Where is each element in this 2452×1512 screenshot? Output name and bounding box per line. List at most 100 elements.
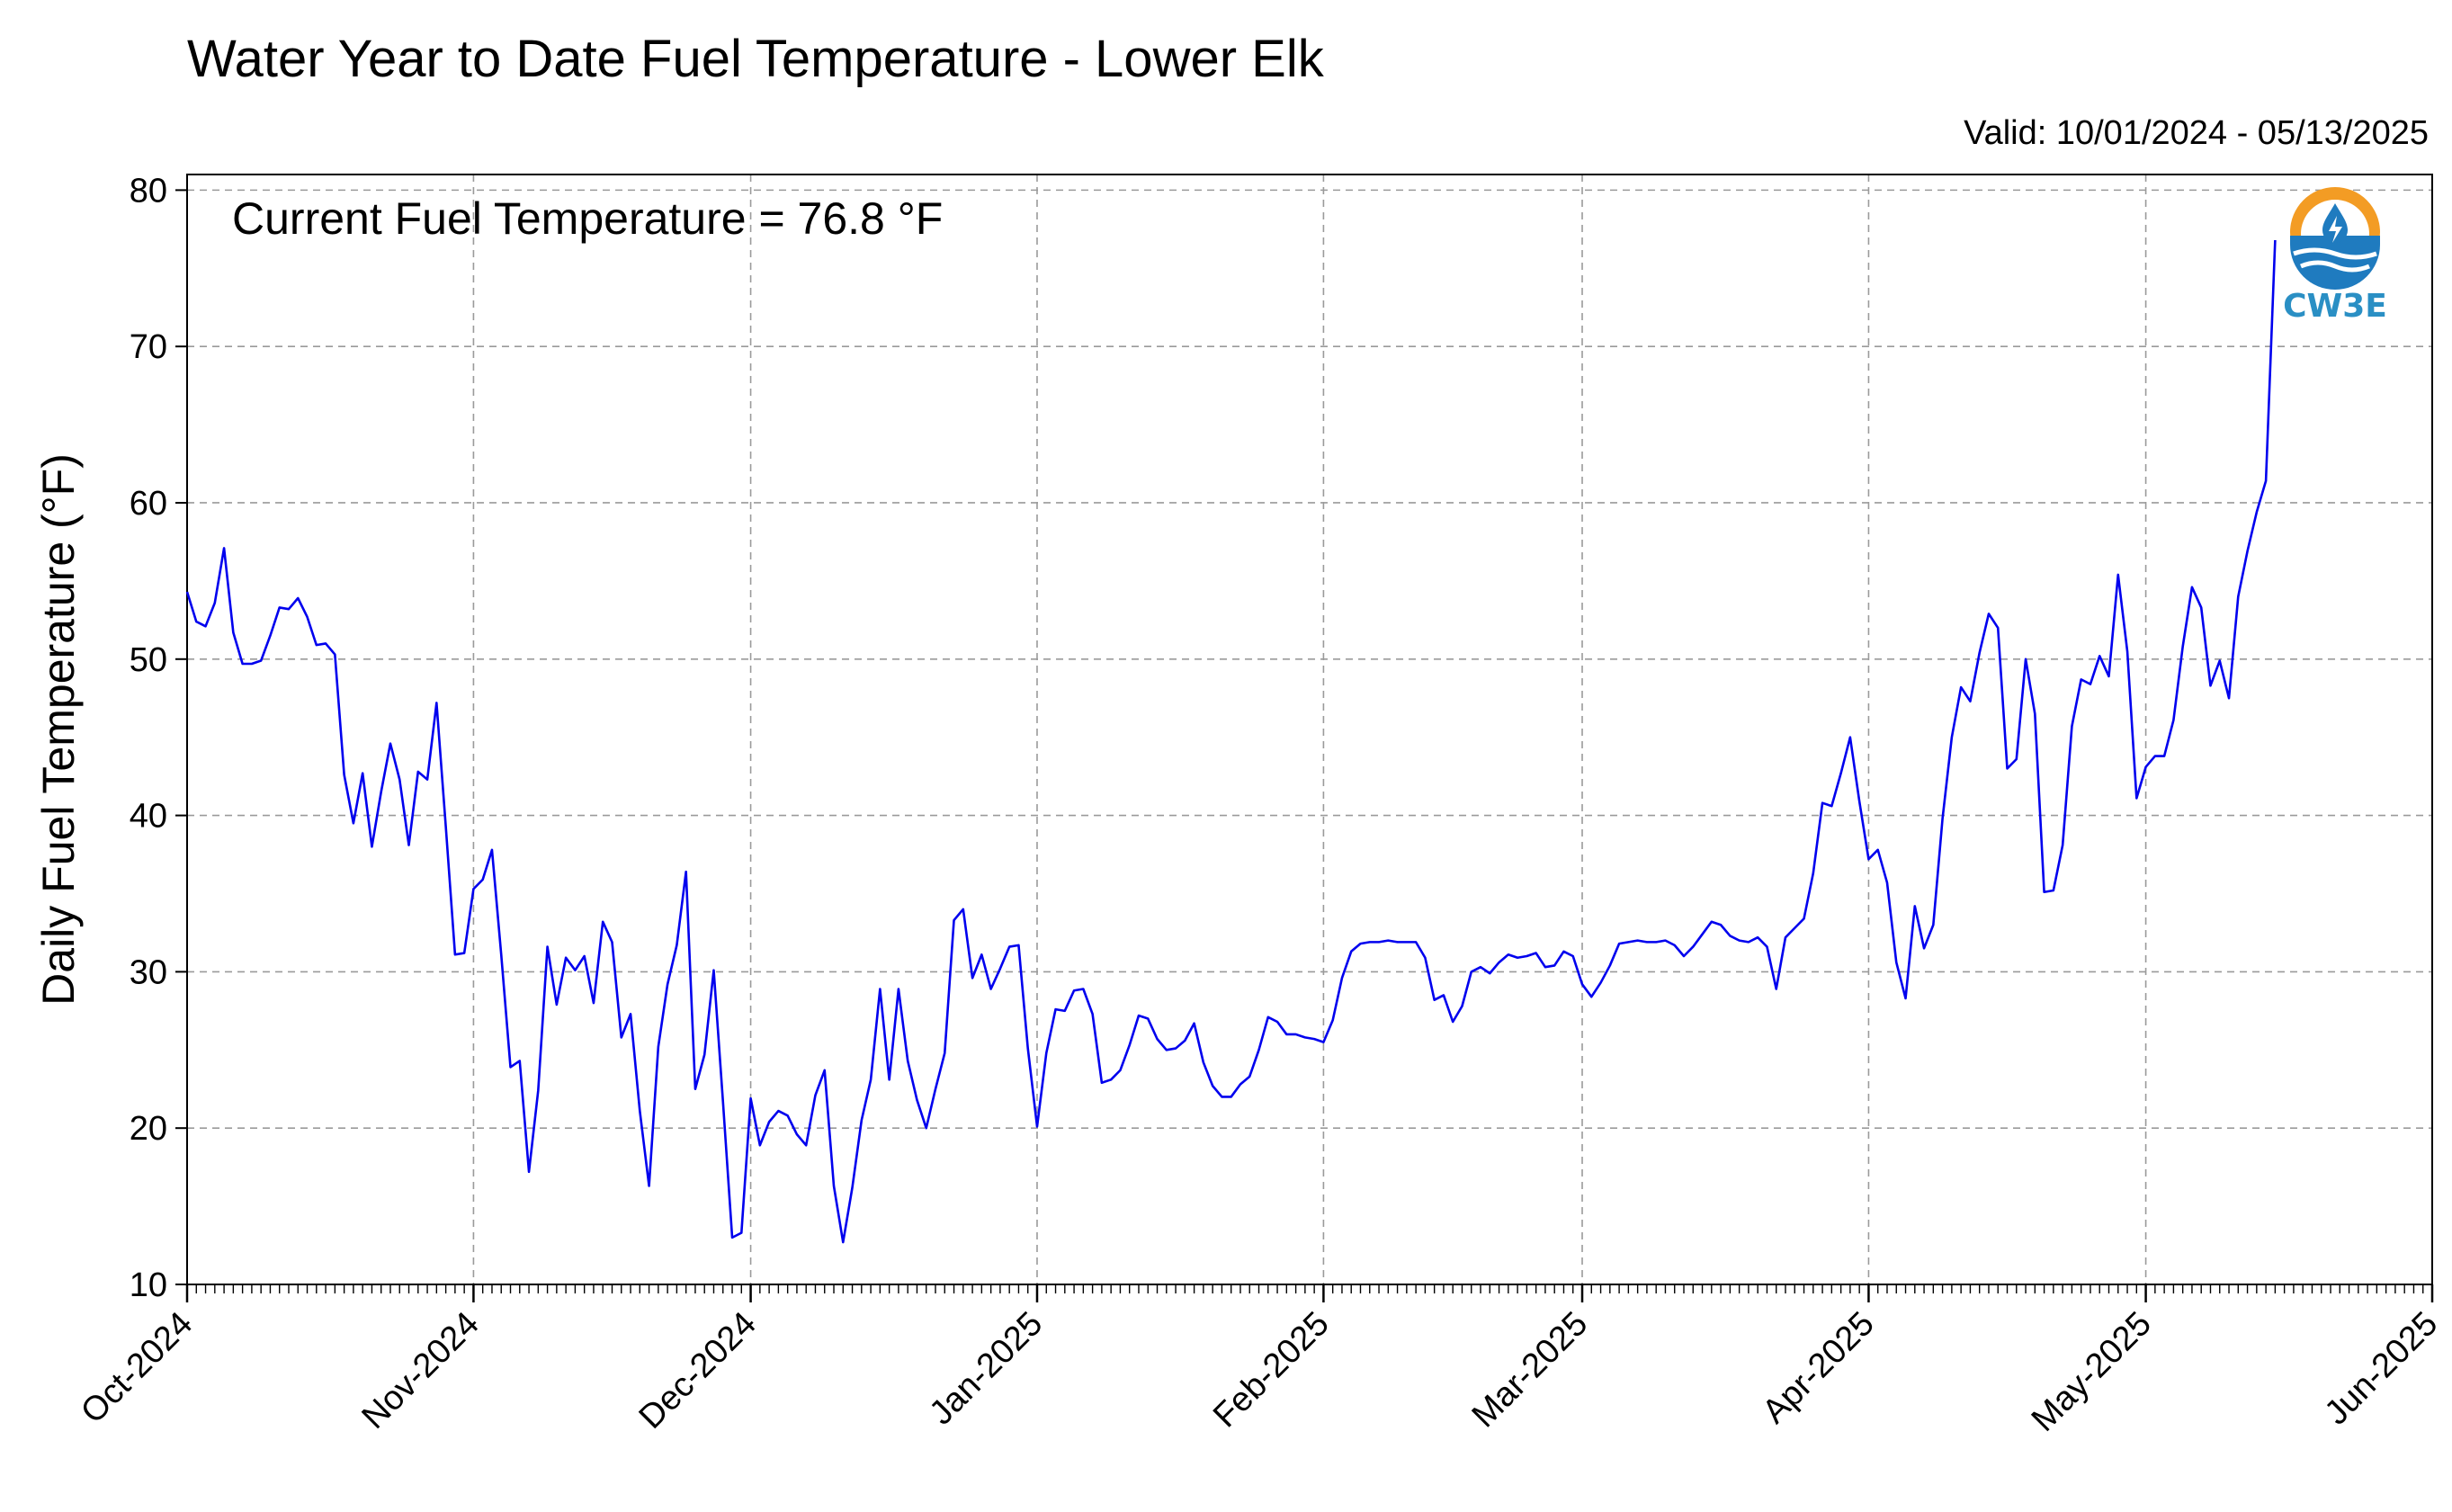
logo-wave-line-2	[2300, 260, 2370, 273]
data-point	[1285, 1033, 1288, 1035]
y-tick-label: 80	[130, 172, 167, 210]
data-point	[1692, 945, 1695, 948]
data-point	[1017, 944, 1020, 946]
data-point	[2135, 797, 2138, 800]
data-point	[278, 606, 281, 609]
x-tick-label: May-2025	[2025, 1305, 2159, 1439]
data-point	[1378, 941, 1381, 944]
data-point	[1738, 939, 1741, 942]
data-point	[1035, 1125, 1038, 1128]
data-point	[1202, 1061, 1204, 1064]
data-point	[528, 1170, 531, 1173]
data-point	[1950, 736, 1953, 738]
data-point	[870, 1078, 873, 1081]
data-point	[1803, 917, 1805, 920]
data-point	[2015, 758, 2018, 761]
data-point	[2190, 586, 2193, 588]
data-point	[325, 642, 327, 645]
data-point	[1045, 1051, 1048, 1054]
data-point	[2181, 645, 2184, 648]
data-point	[1997, 627, 2000, 630]
data-point	[1821, 801, 1824, 804]
data-point	[2043, 890, 2045, 893]
data-point	[1784, 936, 1786, 939]
data-point	[1442, 994, 1445, 997]
data-point	[998, 967, 1001, 970]
x-tick-label: Dec-2024	[632, 1305, 764, 1436]
data-point	[453, 953, 456, 956]
data-point	[2237, 595, 2240, 598]
data-point	[1128, 1044, 1131, 1047]
data-point	[1544, 966, 1546, 969]
data-point	[805, 1144, 808, 1147]
data-point	[435, 702, 438, 704]
data-point	[1664, 939, 1667, 942]
data-point	[1913, 905, 1916, 908]
data-point	[343, 774, 345, 776]
data-point	[2006, 767, 2009, 770]
y-tick-label: 50	[130, 641, 167, 679]
data-point	[232, 631, 235, 634]
data-point	[1710, 920, 1713, 923]
data-point	[2126, 650, 2129, 653]
data-point	[620, 1036, 622, 1039]
data-point	[814, 1094, 817, 1096]
logo-wave-band	[2290, 236, 2380, 290]
data-point	[768, 1121, 771, 1123]
data-point	[1489, 972, 1491, 975]
data-point	[1156, 1038, 1159, 1041]
data-point	[1054, 1008, 1057, 1011]
data-point	[953, 919, 955, 922]
data-point	[685, 871, 687, 873]
data-point	[306, 615, 309, 618]
data-point	[795, 1133, 798, 1136]
data-point	[1747, 941, 1750, 944]
data-point	[1553, 964, 1556, 967]
data-point	[2034, 712, 2036, 715]
data-point	[1775, 988, 1777, 990]
data-point	[860, 1119, 863, 1122]
y-tick-label: 30	[130, 953, 167, 991]
data-point	[694, 1087, 696, 1090]
x-tick-label: Oct-2024	[74, 1305, 200, 1431]
data-point	[1636, 939, 1639, 942]
data-point	[1396, 941, 1399, 944]
data-point	[287, 608, 290, 611]
data-point	[1655, 941, 1658, 944]
data-point	[555, 1003, 558, 1006]
data-point	[250, 663, 253, 666]
data-point	[1618, 943, 1621, 945]
data-point	[2099, 655, 2101, 658]
data-point	[1535, 952, 1537, 954]
data-point	[907, 1060, 909, 1062]
data-point	[583, 955, 586, 958]
data-point	[2218, 659, 2221, 662]
data-point	[565, 956, 568, 959]
data-point	[2107, 675, 2110, 677]
data-point	[1110, 1078, 1113, 1081]
data-point	[1839, 772, 1842, 774]
data-point	[657, 1045, 659, 1048]
data-point	[1885, 881, 1888, 884]
data-point	[1276, 1021, 1279, 1024]
data-point	[352, 822, 354, 825]
x-tick-label: Nov-2024	[355, 1305, 487, 1436]
data-point	[1405, 941, 1408, 944]
data-point	[472, 888, 475, 890]
data-point	[925, 1127, 927, 1130]
data-point	[407, 844, 410, 846]
x-tick-label: Apr-2025	[1756, 1305, 1882, 1431]
flame-icon	[2329, 216, 2342, 243]
data-point	[269, 634, 272, 637]
data-point	[2228, 697, 2231, 700]
data-point	[1368, 941, 1371, 944]
data-point	[1091, 1013, 1094, 1015]
valid-date-range: Valid: 10/01/2024 - 05/13/2025	[1964, 114, 2429, 152]
data-point	[1387, 939, 1390, 942]
data-point	[2052, 890, 2054, 892]
data-point	[1673, 944, 1676, 946]
data-point	[1026, 1047, 1029, 1050]
data-point	[371, 845, 373, 848]
data-point	[334, 653, 336, 656]
data-point	[1960, 686, 1963, 689]
